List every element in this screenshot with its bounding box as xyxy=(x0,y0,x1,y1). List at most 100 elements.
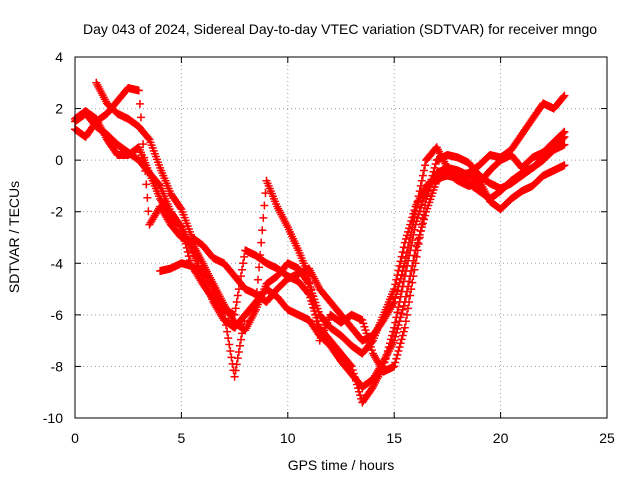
data-point xyxy=(417,176,426,185)
data-point xyxy=(181,239,190,248)
data-point xyxy=(393,286,402,295)
data-point xyxy=(226,346,235,355)
data-point xyxy=(405,297,414,306)
data-point xyxy=(176,203,185,212)
y-tick-label: 0 xyxy=(55,152,63,168)
data-point xyxy=(394,346,403,355)
data-point xyxy=(411,207,420,216)
data-point xyxy=(352,380,361,389)
data-point xyxy=(182,243,191,252)
data-point xyxy=(183,247,192,256)
data-point xyxy=(393,350,402,359)
data-point xyxy=(230,310,239,319)
data-point xyxy=(235,341,244,350)
data-point xyxy=(399,263,408,272)
data-point xyxy=(179,231,188,240)
data-point xyxy=(391,318,400,327)
data-point xyxy=(406,233,415,242)
data-point xyxy=(402,248,411,257)
data-point xyxy=(419,207,428,216)
data-points xyxy=(71,78,569,407)
data-point xyxy=(429,167,438,176)
data-point xyxy=(397,335,406,344)
data-point xyxy=(412,202,421,211)
data-point xyxy=(396,292,405,301)
y-tick-label: 2 xyxy=(55,101,63,117)
data-point xyxy=(560,140,569,149)
data-point xyxy=(390,362,399,371)
data-point xyxy=(413,238,422,247)
data-point xyxy=(397,252,406,261)
data-point xyxy=(313,323,322,332)
data-point xyxy=(560,91,569,100)
data-point xyxy=(176,221,185,230)
data-point xyxy=(560,161,569,170)
data-point xyxy=(234,347,243,356)
data-point xyxy=(236,335,245,344)
data-point xyxy=(178,227,187,236)
data-point xyxy=(396,274,405,283)
data-point xyxy=(431,160,440,169)
data-point xyxy=(398,305,407,314)
data-point xyxy=(415,233,424,242)
data-point xyxy=(423,190,432,199)
data-point xyxy=(259,213,268,222)
data-point xyxy=(258,226,267,235)
data-point xyxy=(398,267,407,276)
data-point xyxy=(230,372,239,381)
data-point xyxy=(397,287,406,296)
data-point xyxy=(219,308,228,317)
data-point xyxy=(231,366,240,375)
data-point xyxy=(399,327,408,336)
data-point xyxy=(419,166,428,175)
data-point xyxy=(428,171,437,180)
data-point xyxy=(233,291,242,300)
data-point xyxy=(397,270,406,279)
data-point xyxy=(222,321,231,330)
data-point xyxy=(407,228,416,237)
x-tick-label: 15 xyxy=(386,430,402,446)
data-point xyxy=(224,334,233,343)
data-point xyxy=(143,193,152,202)
data-point xyxy=(405,238,414,247)
data-point xyxy=(418,214,427,223)
data-point xyxy=(387,335,396,344)
data-point xyxy=(231,304,240,313)
data-point xyxy=(421,201,430,210)
data-point xyxy=(238,265,247,274)
x-tick-label: 20 xyxy=(493,430,509,446)
data-point xyxy=(347,362,356,371)
data-point xyxy=(413,246,422,255)
data-point xyxy=(400,259,409,268)
data-point xyxy=(416,227,425,236)
data-point xyxy=(411,259,420,268)
data-point xyxy=(397,309,406,318)
data-point xyxy=(559,92,568,101)
data-point xyxy=(421,161,430,170)
data-point xyxy=(144,207,153,216)
data-point xyxy=(252,288,261,297)
data-point xyxy=(232,360,241,369)
data-point xyxy=(311,310,320,319)
data-point xyxy=(239,323,248,332)
data-point xyxy=(349,369,358,378)
data-point xyxy=(144,134,153,143)
data-point xyxy=(401,254,410,263)
data-point xyxy=(350,373,359,382)
data-point xyxy=(418,171,427,180)
data-point xyxy=(392,290,401,299)
data-point xyxy=(396,257,405,266)
data-point xyxy=(310,304,319,313)
data-point xyxy=(356,391,365,400)
data-point xyxy=(142,180,151,189)
data-point xyxy=(394,282,403,291)
data-point xyxy=(393,308,402,317)
data-point xyxy=(383,346,392,355)
data-point xyxy=(257,238,266,247)
data-point xyxy=(254,275,263,284)
data-point xyxy=(382,350,391,359)
data-point xyxy=(388,331,397,340)
data-point xyxy=(404,304,413,313)
data-point xyxy=(402,310,411,319)
